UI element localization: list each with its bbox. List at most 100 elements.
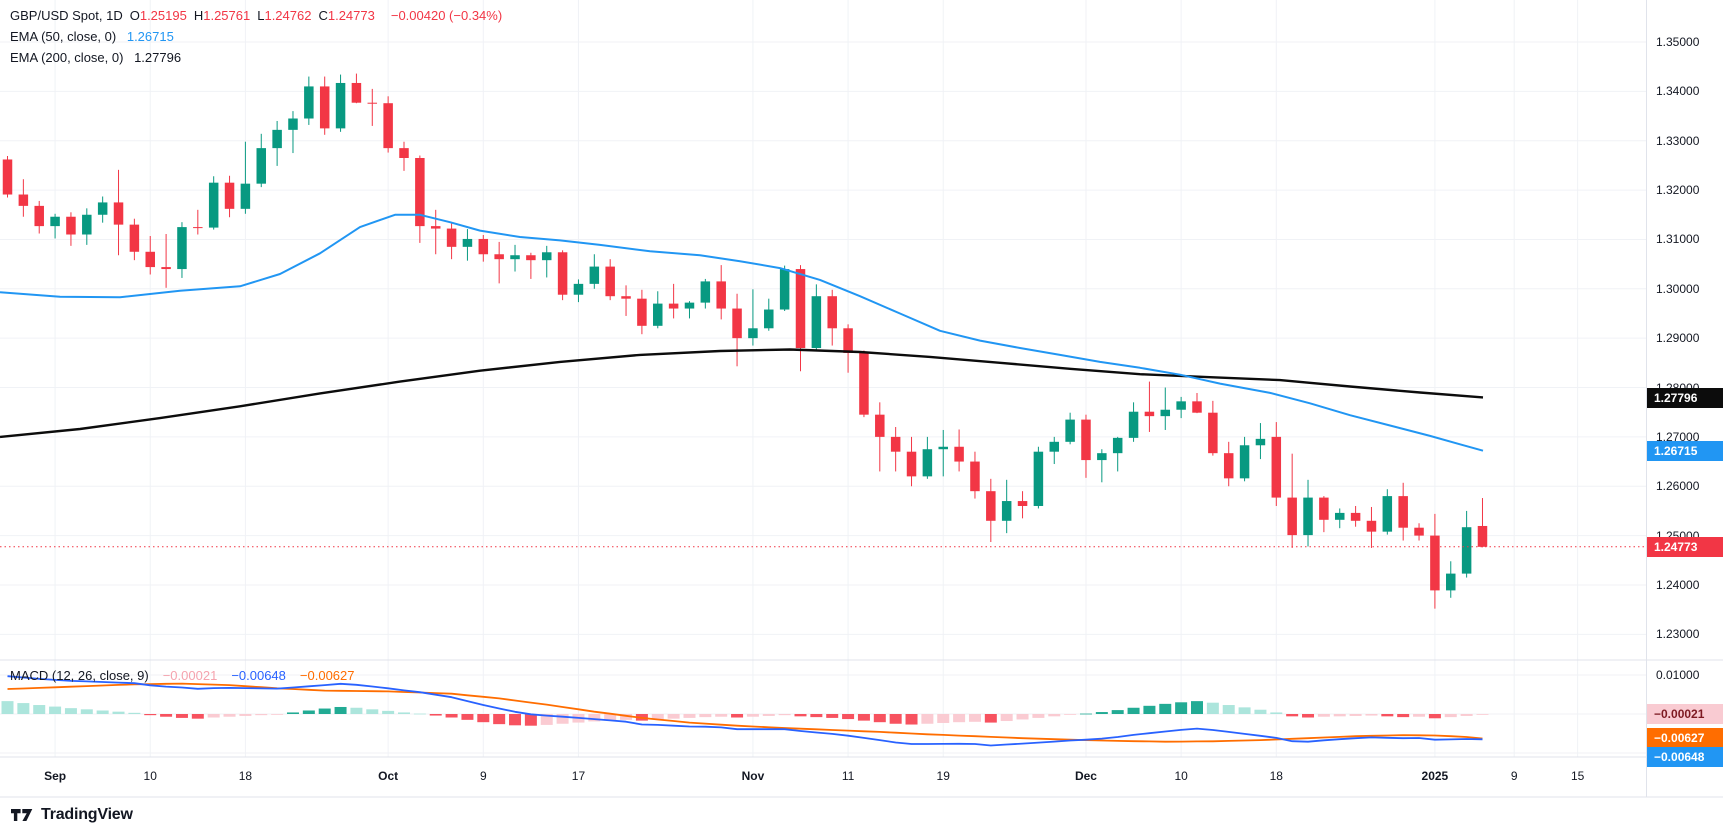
- macd-histogram-bar: [667, 714, 680, 719]
- macd-axis-label: 0.01000: [1656, 668, 1700, 682]
- macd-header-value: −0.00648: [231, 668, 286, 683]
- macd-histogram-bar: [762, 714, 775, 716]
- candle-body: [510, 255, 520, 260]
- ema50-line: [0, 213, 1484, 452]
- macd-histogram-bar: [842, 714, 855, 720]
- candle-body: [113, 202, 124, 225]
- candle-body: [668, 303, 679, 309]
- candle-body: [811, 296, 822, 349]
- macd-histogram-bar: [1444, 714, 1457, 718]
- price-axis-label: 1.24000: [1656, 577, 1700, 592]
- macd-histogram-bar: [429, 714, 442, 716]
- macd-histogram-bar: [223, 714, 236, 717]
- time-axis-label: 10: [1174, 769, 1188, 783]
- macd-histogram-bar: [540, 714, 553, 725]
- candle-body: [177, 227, 187, 270]
- candle-body: [526, 255, 536, 261]
- macd-histogram-bar: [651, 714, 664, 720]
- candle-body: [1160, 409, 1171, 417]
- macd-histogram-bar: [588, 714, 601, 722]
- candle-body: [335, 82, 346, 129]
- candle-body: [494, 254, 504, 260]
- candle-body: [1144, 411, 1155, 417]
- candle-body: [779, 269, 790, 310]
- candle-body: [1001, 501, 1012, 521]
- ohlc-value: 1.24773: [327, 8, 375, 23]
- change-value: −0.00420 (−0.34%): [390, 8, 503, 23]
- price-badge: −0.00021: [1647, 704, 1723, 724]
- ema200-legend-row[interactable]: EMA (200, close, 0) 1.27796: [10, 50, 188, 65]
- macd-histogram-bar: [445, 714, 458, 718]
- price-badge: 1.24773: [1647, 536, 1723, 557]
- candle-body: [1366, 520, 1377, 532]
- candle-body: [700, 281, 711, 303]
- candle-body: [256, 148, 267, 184]
- macd-header-value: −0.00021: [162, 668, 218, 683]
- candle-body: [922, 449, 933, 477]
- candle-body: [541, 252, 552, 261]
- time-axis-label: 10: [143, 769, 157, 783]
- macd-histogram-bar: [271, 714, 284, 715]
- macd-histogram-bar: [1064, 714, 1077, 715]
- candle-body: [795, 269, 806, 349]
- macd-histogram-bar: [1349, 714, 1362, 716]
- symbol-title: GBP/USD Spot, 1D: [10, 8, 123, 23]
- macd-values: −0.00021 −0.00648 −0.00627: [156, 668, 362, 683]
- macd-histogram-bar: [413, 713, 426, 715]
- ohlc-key: L: [257, 8, 265, 23]
- ema50-label: EMA (50, close, 0): [10, 29, 117, 44]
- time-axis-label: 11: [841, 769, 855, 783]
- ema50-value: 1.26715: [126, 29, 174, 44]
- time-axis-label: 18: [1269, 769, 1283, 783]
- macd-histogram-bar: [794, 714, 807, 717]
- macd-histogram-bar: [318, 708, 331, 714]
- macd-histogram-bar: [175, 714, 188, 718]
- candle-body: [351, 82, 362, 103]
- candle-body: [1017, 501, 1028, 506]
- candle-body: [2, 159, 13, 195]
- candle-body: [1461, 527, 1472, 574]
- tradingview-logo-text: TradingView: [41, 806, 133, 823]
- candle-body: [859, 352, 869, 415]
- candle-body: [1350, 512, 1361, 521]
- candle-body: [954, 446, 964, 462]
- macd-histogram-bar: [207, 714, 220, 718]
- candle-body: [1049, 441, 1060, 452]
- candle-body: [637, 298, 647, 326]
- macd-label: MACD (12, 26, close, 9): [10, 668, 149, 683]
- macd-histogram-bar: [144, 714, 157, 716]
- macd-histogram-bar: [1127, 707, 1140, 714]
- macd-histogram-bar: [1317, 714, 1330, 717]
- symbol-legend-row[interactable]: GBP/USD Spot, 1D O1.25195 H1.25761 L1.24762…: [10, 8, 509, 23]
- candle-body: [1477, 525, 1488, 547]
- candle-body: [97, 202, 108, 215]
- macd-histogram-bar: [1397, 714, 1410, 718]
- macd-legend-row[interactable]: MACD (12, 26, close, 9) −0.00021 −0.00648−…: [10, 668, 369, 683]
- price-axis-label: 1.26000: [1656, 479, 1700, 494]
- macd-histogram-bar: [1381, 714, 1394, 717]
- candle-body: [970, 461, 980, 492]
- macd-histogram-bar: [1286, 714, 1299, 717]
- candle-body: [50, 216, 60, 227]
- time-axis-label: 19: [936, 769, 950, 783]
- macd-histogram-bar: [1048, 714, 1061, 717]
- candle-body: [18, 194, 29, 206]
- time-axis-label: 2025: [1421, 769, 1449, 783]
- candle-body: [557, 252, 568, 295]
- macd-header-value: −0.00627: [299, 668, 355, 683]
- price-axis-label: 1.34000: [1656, 84, 1700, 99]
- macd-histogram-bar: [64, 708, 77, 714]
- macd-histogram-bar: [334, 706, 347, 714]
- candle-body: [1255, 438, 1266, 446]
- candle-body: [906, 451, 917, 477]
- macd-histogram-bar: [826, 714, 839, 718]
- tradingview-logo[interactable]: TradingView: [10, 806, 133, 824]
- macd-histogram-bar: [1270, 712, 1283, 714]
- time-axis-label: 9: [479, 769, 487, 783]
- macd-histogram-bar: [984, 714, 997, 723]
- ema50-legend-row[interactable]: EMA (50, close, 0) 1.26715: [10, 29, 181, 44]
- ohlc-key: H: [193, 8, 204, 23]
- candle-body: [1287, 497, 1297, 536]
